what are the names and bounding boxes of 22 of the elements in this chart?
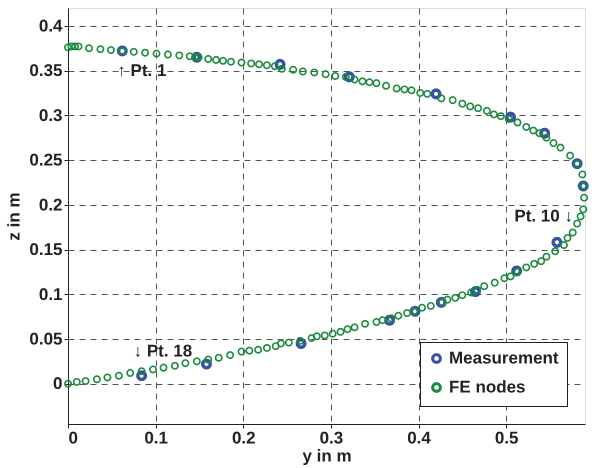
y-axis-title: z in m bbox=[4, 192, 24, 241]
y-tick-label: 0.4 bbox=[38, 16, 64, 36]
y-tick-label: 0.25 bbox=[29, 150, 62, 170]
annotation: ↓ Pt. 18 bbox=[134, 342, 192, 361]
x-tick-label: 0.3 bbox=[320, 428, 344, 448]
x-tick-label: 0.1 bbox=[144, 428, 168, 448]
x-tick-label: 0.4 bbox=[407, 428, 432, 448]
legend-label: Measurement bbox=[449, 348, 559, 368]
y-tick-label: 0.35 bbox=[29, 61, 62, 80]
legend-label: FE nodes bbox=[449, 378, 526, 396]
annotation: ↑ Pt. 1 bbox=[117, 60, 166, 80]
x-tick-label: 0.5 bbox=[494, 428, 518, 448]
y-tick-label: 0.3 bbox=[38, 106, 62, 125]
x-axis-title: y in m bbox=[302, 446, 352, 466]
y-tick-label: 0.15 bbox=[29, 240, 62, 260]
y-tick-label: 0.05 bbox=[29, 330, 62, 349]
y-tick-label: 0 bbox=[53, 374, 62, 394]
y-tick-label: 0.2 bbox=[38, 195, 62, 214]
y-tick-label: 0.1 bbox=[38, 284, 62, 304]
x-tick-label: 0 bbox=[68, 428, 78, 448]
annotation: Pt. 10 ↓ bbox=[514, 206, 573, 226]
x-tick-label: 0.2 bbox=[232, 428, 256, 448]
